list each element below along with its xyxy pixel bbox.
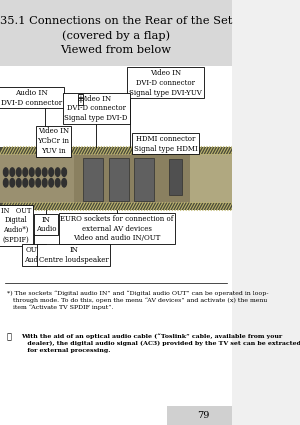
Circle shape <box>29 168 34 176</box>
Text: Video IN
DVI-D connector
Signal type DVI-D: Video IN DVI-D connector Signal type DVI… <box>64 95 128 122</box>
Text: Video IN
YCbCr in
YUV in: Video IN YCbCr in YUV in <box>37 128 69 155</box>
Bar <box>109 158 128 201</box>
Text: IN
Centre loudspeaker: IN Centre loudspeaker <box>39 246 109 264</box>
Text: +: + <box>78 95 83 101</box>
Bar <box>78 94 83 101</box>
Bar <box>0 147 232 210</box>
Circle shape <box>62 178 67 187</box>
Bar <box>190 154 232 203</box>
Circle shape <box>23 168 28 176</box>
Bar <box>83 158 103 201</box>
Text: EURO sockets for connection of
external AV devices
Video and audio IN/OUT: EURO sockets for connection of external … <box>60 215 174 242</box>
Circle shape <box>16 168 21 176</box>
Bar <box>0 147 232 154</box>
Circle shape <box>55 178 60 187</box>
Circle shape <box>4 178 8 187</box>
Circle shape <box>16 178 21 187</box>
Circle shape <box>62 168 67 176</box>
Text: +: + <box>78 98 83 104</box>
Circle shape <box>4 168 8 176</box>
Circle shape <box>36 168 40 176</box>
Text: IN
Audio: IN Audio <box>36 215 56 233</box>
Bar <box>134 158 154 201</box>
Bar <box>0 154 74 203</box>
Bar <box>169 159 182 196</box>
Circle shape <box>36 178 40 187</box>
Circle shape <box>10 178 15 187</box>
Text: IN   OUT
Digital
Audio*)
(SPDIF): IN OUT Digital Audio*) (SPDIF) <box>1 207 31 244</box>
Bar <box>78 98 83 105</box>
Text: 79: 79 <box>198 411 210 420</box>
Bar <box>0 203 232 210</box>
Circle shape <box>55 168 60 176</box>
Circle shape <box>29 178 34 187</box>
FancyBboxPatch shape <box>0 66 232 425</box>
Text: OUT
Audio: OUT Audio <box>24 246 44 264</box>
Bar <box>167 406 232 425</box>
Text: With the aid of an optical audio cable (“Toslink” cable, available from your
   : With the aid of an optical audio cable (… <box>21 334 300 353</box>
Text: Video IN
DVI-D connector
Signal type DVI-YUV: Video IN DVI-D connector Signal type DVI… <box>129 69 202 96</box>
Circle shape <box>42 168 47 176</box>
Circle shape <box>10 168 15 176</box>
Text: ☛: ☛ <box>7 334 12 342</box>
Text: HDMI connector
Signal type HDMI: HDMI connector Signal type HDMI <box>134 135 197 153</box>
FancyBboxPatch shape <box>0 0 232 66</box>
Circle shape <box>49 168 53 176</box>
Circle shape <box>42 178 47 187</box>
Circle shape <box>49 178 53 187</box>
Text: 35.1 Connections on the Rear of the Set
(covered by a flap)
Viewed from below: 35.1 Connections on the Rear of the Set … <box>0 16 232 55</box>
Text: Audio IN
DVI-D connector: Audio IN DVI-D connector <box>1 89 62 107</box>
Text: *) The sockets “Digital audio IN” and “Digital audio OUT” can be operated in loo: *) The sockets “Digital audio IN” and “D… <box>7 290 268 310</box>
Circle shape <box>23 178 28 187</box>
